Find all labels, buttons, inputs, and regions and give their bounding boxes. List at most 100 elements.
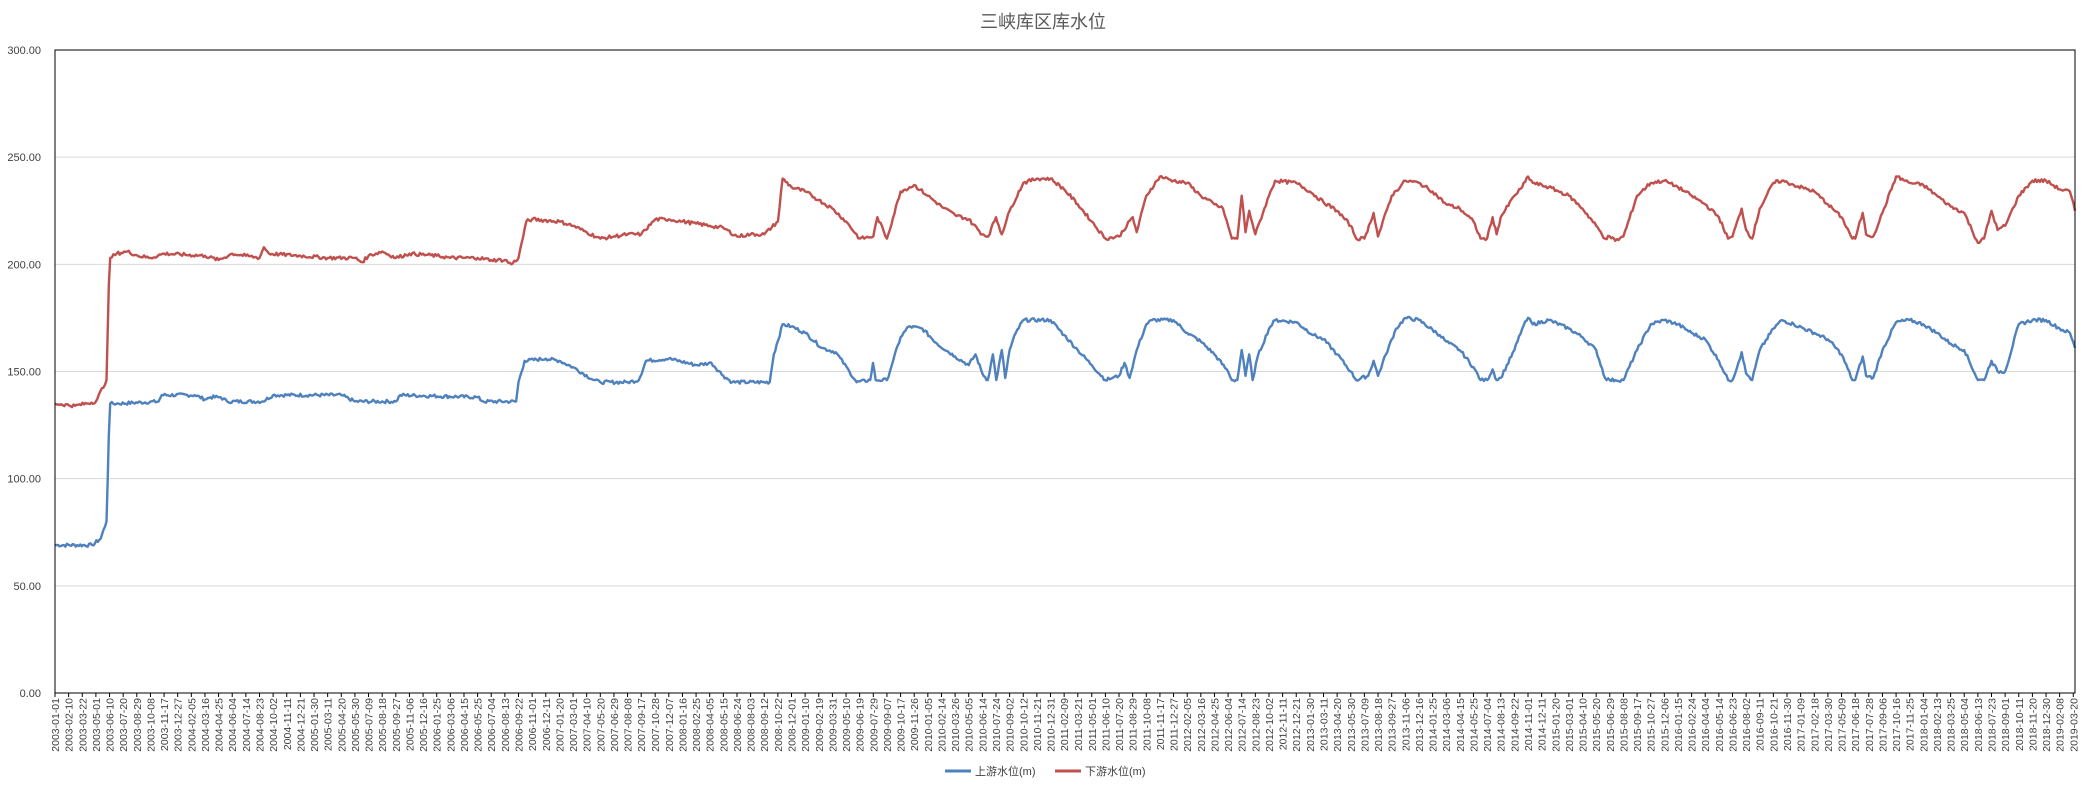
x-tick-label: 2003-05-01: [91, 698, 103, 752]
y-tick-label: 300.00: [7, 45, 41, 57]
x-tick-label: 2015-09-17: [1632, 698, 1644, 752]
x-tick-label: 2006-03-06: [445, 698, 457, 752]
x-tick-label: 2017-02-18: [1809, 698, 1821, 752]
x-tick-label: 2015-03-01: [1564, 698, 1576, 752]
legend: 上游水位(m) 下游水位(m): [945, 764, 1146, 778]
x-tick-label: 2011-02-09: [1059, 698, 1071, 751]
x-tick-label: 2005-04-20: [336, 698, 348, 752]
x-tick-label: 2005-07-09: [364, 698, 376, 752]
x-tick-label: 2013-07-09: [1359, 698, 1371, 752]
series-lines: [54, 174, 2077, 548]
x-tick-label: 2003-01-01: [50, 698, 62, 752]
x-tick-label: 2016-01-15: [1673, 698, 1685, 752]
x-tick-label: 2004-02-05: [186, 698, 198, 752]
x-tick-label: 2004-11-11: [282, 698, 294, 750]
x-tick-label: 2010-03-26: [950, 698, 962, 752]
x-tick-label: 2017-01-09: [1796, 698, 1808, 752]
y-axis-ticks: 0.00 50.00 100.00 150.00 200.00 250.00 300.00: [7, 45, 41, 700]
x-tick-label: 2009-05-10: [841, 698, 853, 752]
x-tick-label: 2015-08-08: [1618, 698, 1630, 752]
x-tick-label: 2012-12-21: [1291, 698, 1303, 752]
x-tick-label: 2016-02-24: [1687, 698, 1699, 752]
x-tick-label: 2004-07-14: [241, 698, 253, 752]
x-tick-label: 2016-11-30: [1782, 698, 1794, 751]
x-tick-label: 2005-12-16: [418, 698, 430, 752]
series-line-0: [55, 315, 2077, 548]
x-tick-label: 2006-09-22: [514, 698, 526, 752]
x-tick-label: 2007-01-20: [554, 698, 566, 752]
y-tick-label: 0.00: [20, 688, 41, 700]
x-tick-label: 2012-11-11: [1278, 698, 1290, 750]
x-tick-label: 2015-05-20: [1591, 698, 1603, 752]
x-tick-label: 2008-10-22: [773, 698, 785, 752]
x-tick-label: 2010-02-14: [936, 698, 948, 752]
x-tick-label: 2003-12-27: [173, 698, 185, 752]
x-tick-label: 2010-09-02: [1005, 698, 1017, 752]
x-tick-label: 2014-07-04: [1482, 698, 1494, 752]
x-tick-label: 2014-05-25: [1468, 698, 1480, 752]
x-tick-label: 2006-11-01: [527, 698, 539, 751]
x-tick-label: 2011-06-10: [1100, 698, 1112, 751]
series-line-1: [54, 174, 2077, 409]
x-tick-label: 2015-01-20: [1550, 698, 1562, 752]
x-tick-label: 2008-06-24: [732, 698, 744, 752]
chart-title: 三峡库区库水位: [980, 12, 1106, 33]
x-tick-label: 2015-12-06: [1659, 698, 1671, 752]
y-tick-label: 50.00: [13, 581, 41, 593]
x-tick-label: 2005-08-18: [377, 698, 389, 752]
x-tick-label: 2009-07-29: [868, 698, 880, 752]
x-tick-label: 2013-08-18: [1373, 698, 1385, 752]
x-tick-label: 2007-10-28: [650, 698, 662, 752]
x-tick-label: 2005-11-06: [404, 698, 416, 751]
x-tick-label: 2011-08-29: [1128, 698, 1140, 751]
x-tick-label: 2012-04-25: [1209, 698, 1221, 752]
x-tick-label: 2014-09-22: [1509, 698, 1521, 752]
x-axis-ticks: 2003-01-01 2003-02-10 2003-03-22 2003-05-01…: [50, 693, 2080, 752]
x-tick-label: 2007-05-20: [595, 698, 607, 752]
x-tick-label: 2006-08-13: [500, 698, 512, 752]
x-tick-label: 2013-01-30: [1305, 698, 1317, 752]
x-tick-label: 2019-03-20: [2068, 698, 2080, 752]
x-tick-label: 2018-12-30: [2041, 698, 2053, 752]
x-tick-label: 2008-09-12: [759, 698, 771, 752]
x-tick-label: 2004-08-23: [254, 698, 266, 752]
x-tick-label: 2006-01-25: [432, 698, 444, 752]
x-tick-label: 2018-03-25: [1946, 698, 1958, 752]
x-tick-label: 2017-11-25: [1905, 698, 1917, 751]
x-tick-label: 2010-11-21: [1032, 698, 1044, 751]
x-tick-label: 2009-02-19: [814, 698, 826, 752]
x-tick-label: 2004-10-02: [268, 698, 280, 752]
x-tick-label: 2003-11-17: [159, 698, 171, 751]
x-tick-label: 2003-07-20: [118, 698, 130, 752]
x-tick-label: 2006-05-25: [473, 698, 485, 752]
x-tick-label: 2007-03-01: [568, 698, 580, 752]
x-tick-label: 2016-09-11: [1755, 698, 1767, 751]
x-tick-label: 2018-07-23: [1987, 698, 1999, 752]
x-tick-label: 2007-04-10: [582, 698, 594, 752]
x-tick-label: 2014-03-06: [1441, 698, 1453, 752]
x-tick-label: 2011-05-01: [1087, 698, 1099, 751]
x-tick-label: 2006-12-11: [541, 698, 553, 751]
x-tick-label: 2010-07-24: [991, 698, 1003, 752]
x-tick-label: 2011-07-20: [1114, 698, 1126, 751]
x-tick-label: 2008-05-15: [718, 698, 730, 752]
x-tick-label: 2008-08-03: [746, 698, 758, 752]
y-tick-label: 250.00: [7, 152, 41, 164]
x-tick-label: 2012-10-02: [1264, 698, 1276, 752]
x-tick-label: 2014-04-15: [1455, 698, 1467, 752]
x-tick-label: 2016-08-02: [1741, 698, 1753, 752]
x-tick-label: 2012-07-14: [1237, 698, 1249, 752]
legend-label-1: 下游水位(m): [1085, 764, 1146, 778]
x-tick-label: 2008-02-25: [691, 698, 703, 752]
x-tick-label: 2016-06-23: [1727, 698, 1739, 752]
legend-label-0: 上游水位(m): [975, 764, 1036, 778]
x-tick-label: 2014-11-01: [1523, 698, 1535, 751]
x-tick-label: 2018-09-01: [2000, 698, 2012, 752]
x-tick-label: 2009-06-19: [855, 698, 867, 752]
x-tick-label: 2016-04-04: [1700, 698, 1712, 752]
x-tick-label: 2009-09-07: [882, 698, 894, 752]
x-tick-label: 2018-02-13: [1932, 698, 1944, 752]
x-tick-label: 2010-06-14: [977, 698, 989, 752]
plot-area-frame: [54, 49, 2076, 694]
